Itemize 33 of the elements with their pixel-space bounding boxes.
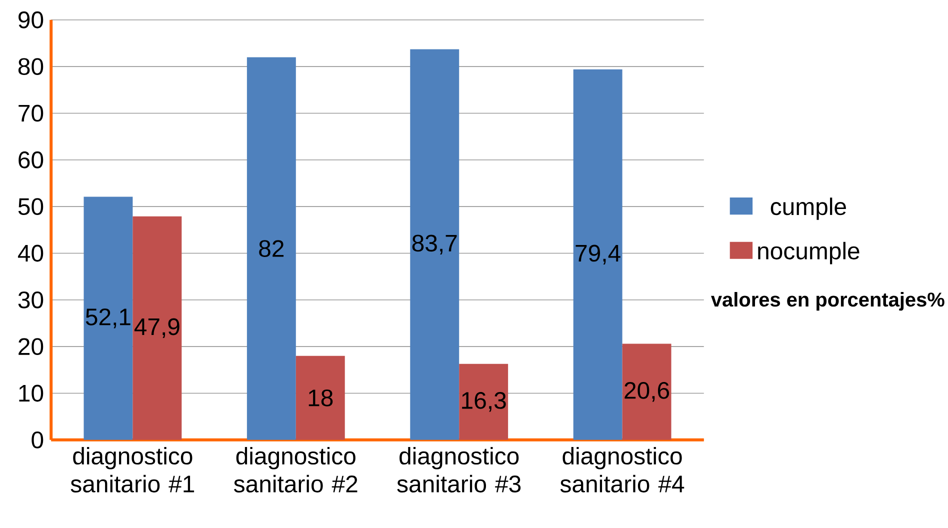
x-tick-label: diagnostico sanitario #1 (70, 447, 194, 493)
bar (132, 216, 182, 440)
bar (410, 49, 460, 440)
bar (622, 344, 672, 440)
data-label: 82 (259, 240, 284, 258)
x-tick-label: diagnostico sanitario #2 (234, 447, 358, 493)
y-tick-label: 60 (18, 151, 44, 168)
bar (84, 196, 133, 440)
data-label: 52,1 (86, 308, 130, 328)
data-label: 16,3 (462, 392, 506, 412)
legend-label: nocumple (758, 242, 860, 264)
x-tick-label: diagnostico sanitario #4 (560, 447, 684, 493)
bar (459, 364, 508, 440)
legend-label: cumple (770, 198, 846, 220)
y-tick-label: 80 (18, 58, 44, 76)
data-label: 47,9 (134, 318, 180, 338)
y-tick-label: 10 (19, 384, 44, 402)
bar (573, 69, 622, 440)
y-tick-label: 0 (32, 432, 44, 448)
y-tick-label: 40 (18, 244, 44, 262)
y-tick-label: 50 (18, 198, 44, 216)
y-tick-label: 90 (18, 11, 44, 28)
text: valores en porcentajes% (711, 292, 944, 311)
y-tick-label: 30 (18, 291, 44, 308)
data-label: 18 (308, 389, 333, 406)
data-label: 20,6 (624, 382, 670, 402)
data-label: 83,7 (412, 234, 457, 255)
x-tick-label: diagnostico sanitario #3 (397, 447, 521, 493)
y-tick-label: 20 (18, 338, 44, 356)
bar (296, 356, 345, 440)
data-label: 79,4 (576, 244, 620, 265)
bar (246, 57, 296, 440)
y-tick-label: 70 (18, 104, 44, 122)
